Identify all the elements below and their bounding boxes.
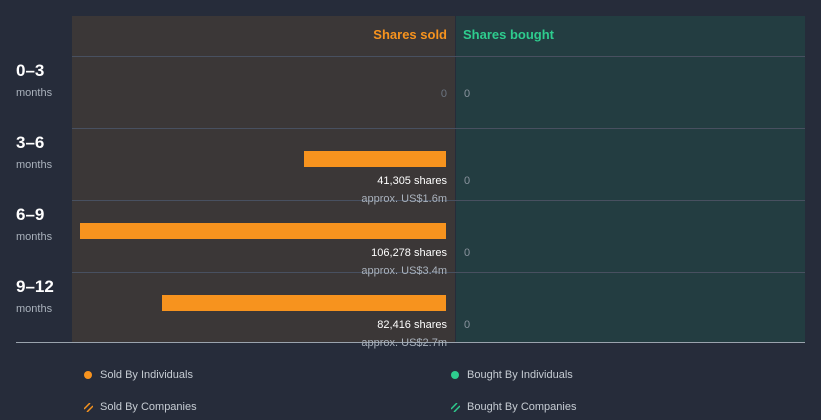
period-label: 9–12: [16, 278, 54, 296]
shares-bought-panel: [456, 16, 805, 343]
period-unit-label: months: [16, 87, 52, 99]
sold-value-label: approx. US$3.4m: [361, 265, 447, 277]
row-separator: [72, 128, 805, 129]
period-unit-label: months: [16, 159, 52, 171]
bought-zero-label: 0: [464, 319, 470, 331]
sold-shares-label: 106,278 shares: [371, 247, 447, 259]
bought-zero-label: 0: [464, 247, 470, 259]
legend-dot-icon: [84, 371, 92, 379]
period-unit-label: months: [16, 231, 52, 243]
legend-label: Bought By Companies: [467, 401, 576, 413]
shares-sold-header: Shares sold: [373, 28, 447, 42]
sold-bar: [304, 151, 446, 167]
legend-hatch-icon: [84, 403, 93, 412]
bought-zero-label: 0: [464, 175, 470, 187]
sold-zero-label: 0: [441, 88, 447, 100]
shares-bought-header: Shares bought: [463, 28, 554, 42]
sold-shares-label: 82,416 shares: [377, 319, 447, 331]
insider-trading-chart: Shares sold Shares bought 0–3 months 0 0 3–6…: [0, 0, 821, 420]
bought-zero-label: 0: [464, 88, 470, 100]
row-separator: [72, 56, 805, 57]
period-label: 0–3: [16, 62, 44, 80]
sold-value-label: approx. US$1.6m: [361, 193, 447, 205]
sold-shares-label: 41,305 shares: [377, 175, 447, 187]
period-label: 6–9: [16, 206, 44, 224]
legend-hatch-icon: [451, 403, 460, 412]
legend-label: Bought By Individuals: [467, 369, 573, 381]
period-label: 3–6: [16, 134, 44, 152]
sold-value-label: approx. US$2.7m: [361, 337, 447, 349]
legend-dot-icon: [451, 371, 459, 379]
legend-label: Sold By Individuals: [100, 369, 193, 381]
sold-bar: [162, 295, 446, 311]
legend-label: Sold By Companies: [100, 401, 197, 413]
sold-bar: [80, 223, 446, 239]
period-unit-label: months: [16, 303, 52, 315]
